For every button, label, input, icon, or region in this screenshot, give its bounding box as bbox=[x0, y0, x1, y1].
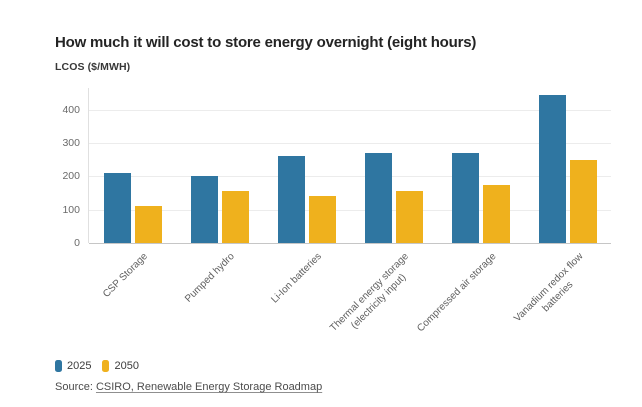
y-tick-label: 0 bbox=[74, 237, 80, 249]
gridline bbox=[89, 176, 611, 178]
y-tick-label: 100 bbox=[62, 203, 80, 216]
plot-area bbox=[88, 88, 611, 244]
legend-swatch bbox=[102, 360, 110, 372]
source-link[interactable]: CSIRO, Renewable Energy Storage Roadmap bbox=[95, 381, 323, 393]
legend: 2025 2050 bbox=[55, 360, 139, 372]
x-axis-label: Vanadium redox flow batteries bbox=[511, 251, 586, 325]
x-axis-line bbox=[89, 243, 611, 244]
chart-title: How much it will cost to store energy ov… bbox=[55, 34, 477, 52]
y-tick-label: 400 bbox=[62, 103, 80, 116]
x-axis-label: Pumped hydro bbox=[183, 251, 238, 305]
legend-swatch bbox=[55, 360, 62, 372]
y-tick-label: 200 bbox=[62, 170, 80, 183]
legend-label: 2050 bbox=[114, 360, 139, 372]
bar bbox=[134, 206, 162, 243]
source-line: Source: CSIRO, Renewable Energy Storage … bbox=[55, 381, 322, 393]
legend-item: 2025 bbox=[55, 360, 91, 372]
bar bbox=[482, 184, 510, 243]
x-axis-label: Compressed air storage bbox=[415, 251, 499, 335]
bar bbox=[451, 153, 479, 243]
bar bbox=[221, 191, 249, 243]
gridline bbox=[89, 143, 611, 144]
bar bbox=[538, 94, 566, 243]
y-axis-title: LCOS ($/MWH) bbox=[55, 61, 131, 73]
y-tick-label: 300 bbox=[62, 137, 80, 149]
bar bbox=[569, 159, 597, 243]
x-axis-label: Li-Ion batteries bbox=[269, 251, 325, 306]
legend-label: 2025 bbox=[67, 360, 92, 372]
legend-item: 2050 bbox=[102, 360, 139, 372]
bar bbox=[364, 153, 392, 243]
bar bbox=[103, 173, 131, 243]
gridline bbox=[89, 109, 611, 111]
source-prefix: Source: bbox=[55, 381, 96, 393]
gridline bbox=[89, 209, 611, 211]
bar bbox=[395, 191, 423, 243]
x-axis-label: CSP Storage bbox=[101, 251, 151, 300]
bar bbox=[277, 156, 305, 243]
bar bbox=[308, 196, 336, 243]
x-axis-label: Thermal energy storage (electricity inpu… bbox=[328, 251, 412, 334]
bar bbox=[190, 176, 218, 243]
